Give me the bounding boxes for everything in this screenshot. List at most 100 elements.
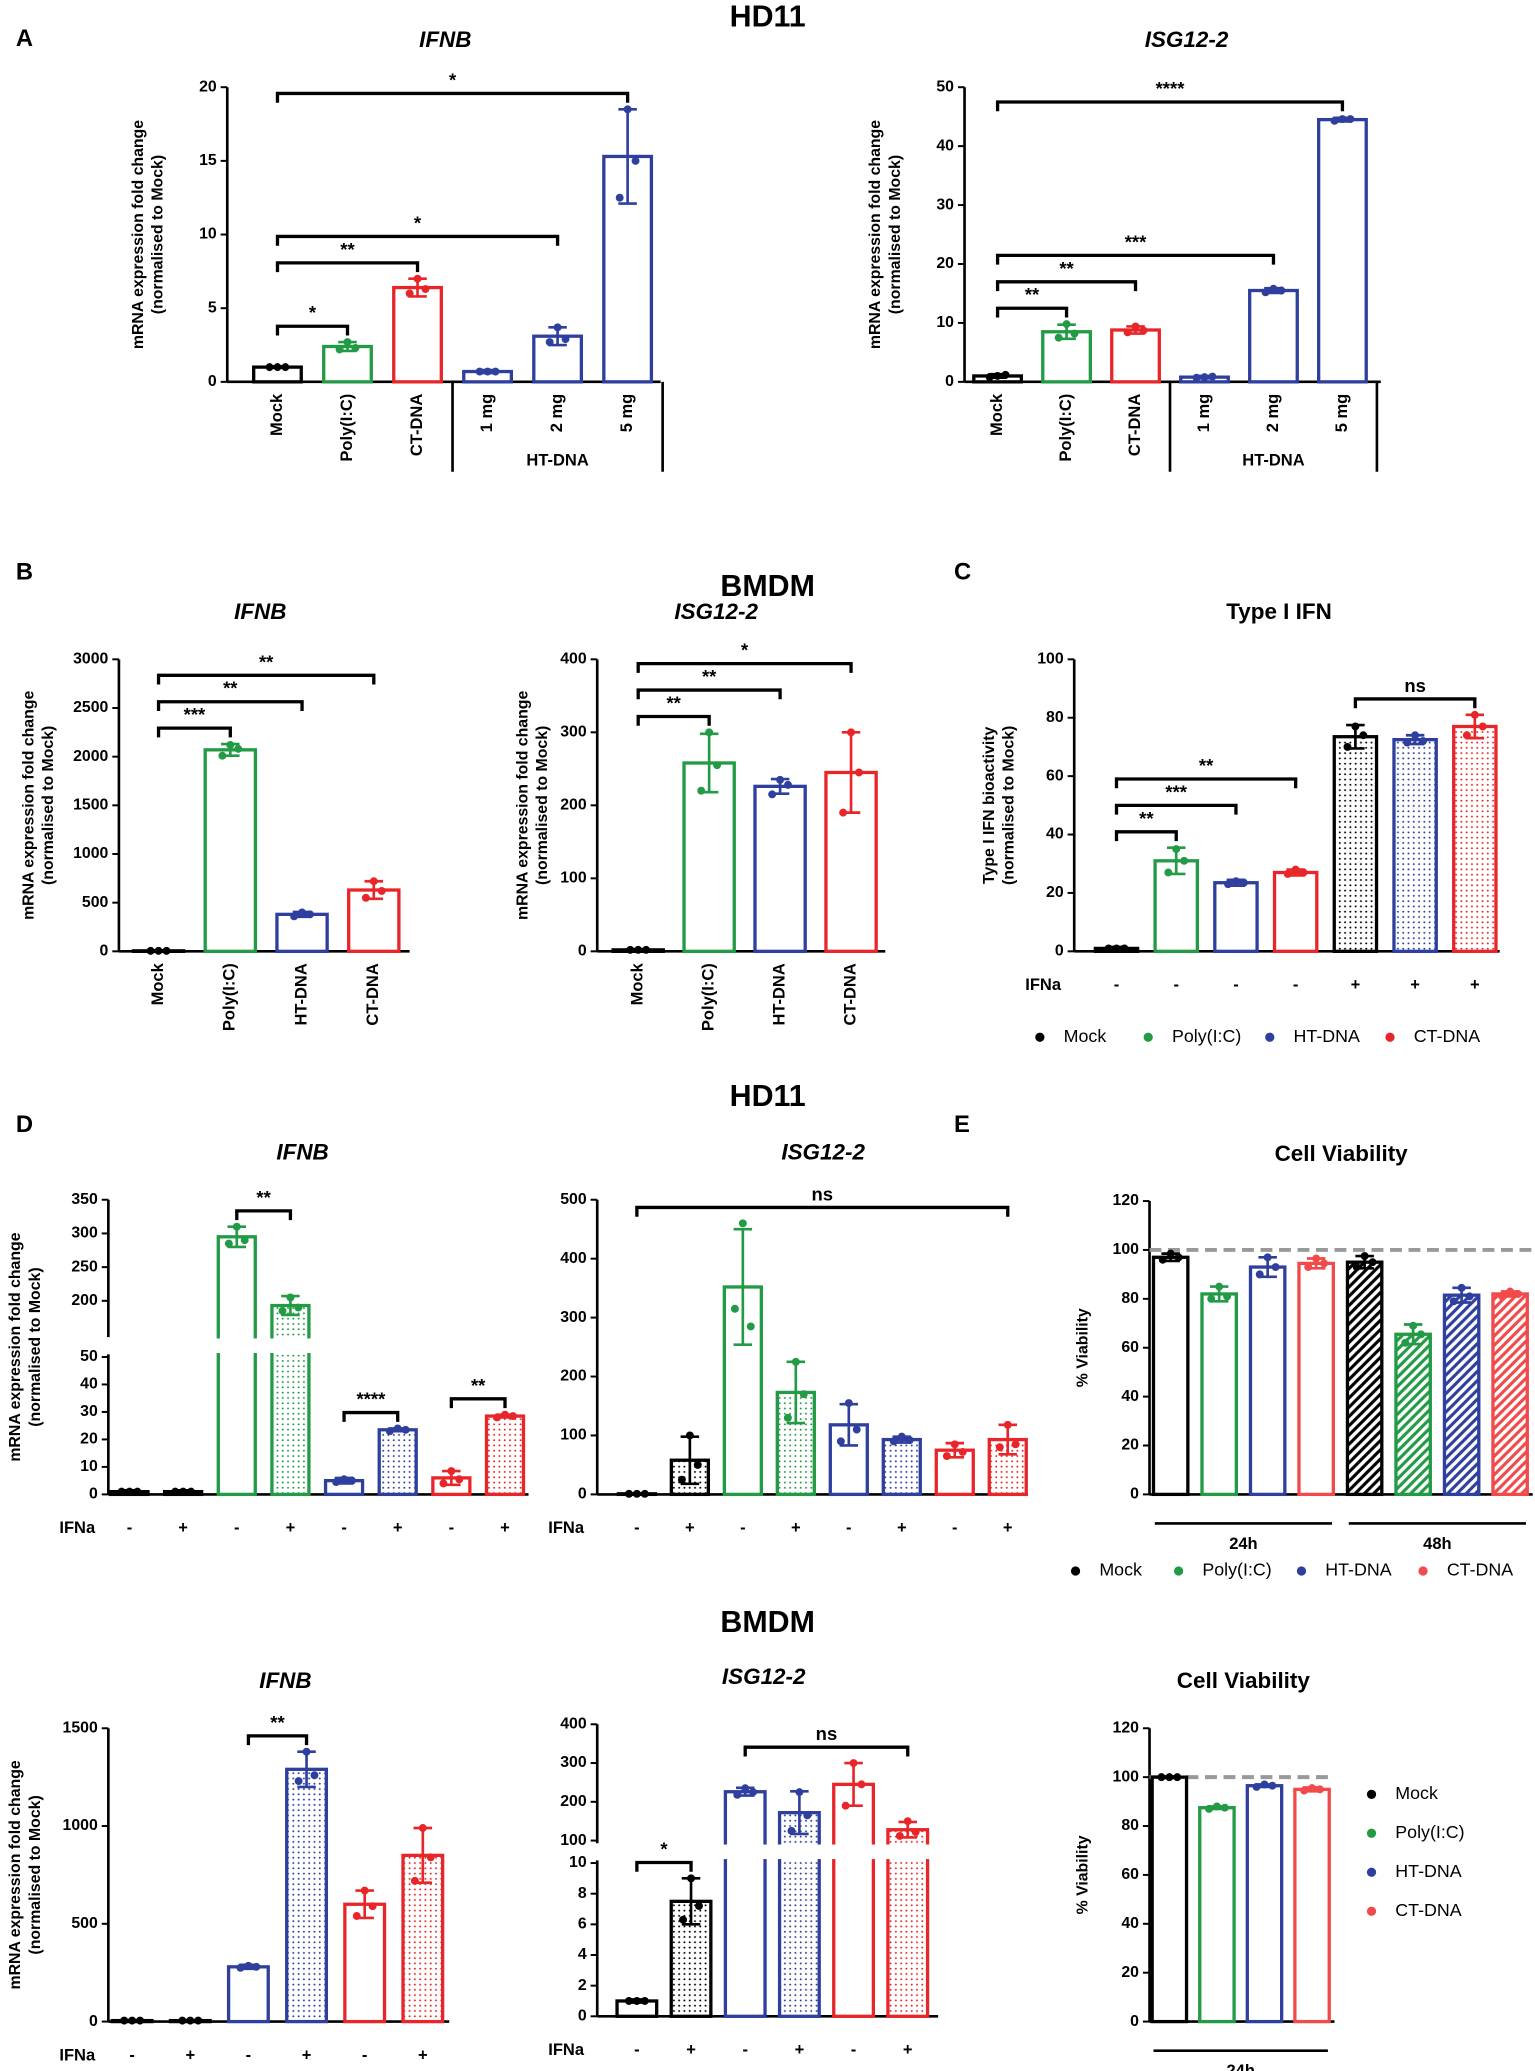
y-tick-label: 20	[1121, 1964, 1139, 1981]
data-point	[741, 1784, 750, 1793]
data-point	[1131, 322, 1140, 331]
data-point	[1164, 868, 1173, 877]
y-tick-label: 400	[560, 1715, 587, 1732]
data-point	[1157, 1773, 1166, 1782]
bar	[723, 1790, 767, 2018]
data-point	[1054, 333, 1063, 342]
y-tick-label: 1500	[73, 797, 108, 814]
data-point	[1180, 856, 1189, 865]
x-tick-label: +	[686, 2041, 696, 2059]
y-tick-label: 120	[1113, 1192, 1140, 1209]
data-point	[418, 1824, 427, 1832]
x-tick-label: -	[634, 2041, 640, 2059]
bar	[1491, 1292, 1529, 1497]
y-tick-label: 0	[578, 943, 587, 960]
data-point	[377, 887, 386, 895]
data-point	[1291, 865, 1300, 874]
data-point	[841, 1801, 850, 1810]
significance-label: ns	[812, 1183, 834, 1204]
y-axis-label: (normalised to Mock)	[40, 726, 57, 885]
y-tick-label: 300	[560, 1754, 587, 1771]
data-point	[1312, 1254, 1321, 1263]
x-tick-label: +	[302, 2046, 312, 2064]
legend-marker	[1418, 1566, 1428, 1576]
data-point	[836, 1437, 845, 1446]
x-tick-label: Poly(I:C)	[338, 394, 356, 462]
y-axis-label: mRNA expression fold change	[20, 691, 37, 920]
y-tick-label: 300	[560, 724, 587, 741]
data-point	[1200, 373, 1209, 382]
data-point	[187, 1487, 196, 1496]
data-point	[1239, 878, 1248, 887]
x-tick-label: -	[234, 1519, 240, 1537]
data-point	[1205, 1804, 1213, 1813]
x-tick-label: -	[740, 1519, 746, 1537]
x-tick-label: -	[846, 1519, 852, 1537]
x-axis-label: IFNa	[548, 2041, 585, 2059]
data-point	[310, 1771, 319, 1780]
data-point	[545, 338, 554, 347]
data-point	[351, 344, 360, 352]
data-point	[738, 1219, 747, 1228]
y-tick-label: 40	[1121, 1915, 1139, 1932]
legend-label: Poly(I:C)	[1172, 1026, 1241, 1046]
chart-title: IFNB	[234, 599, 286, 624]
data-point	[294, 1777, 303, 1786]
data-point	[1478, 722, 1487, 731]
x-tick-label: +	[185, 2046, 195, 2064]
x-tick-label: Mock	[268, 393, 286, 436]
x-tick-label: CT-DNA	[408, 394, 426, 456]
data-point	[768, 790, 777, 799]
data-point	[1255, 1270, 1264, 1279]
data-point	[298, 908, 307, 917]
data-point	[958, 1447, 967, 1456]
bar	[203, 748, 258, 953]
data-point	[1260, 1780, 1269, 1789]
y-axis-label: (normalised to Mock)	[887, 155, 904, 314]
data-point	[1271, 1263, 1280, 1272]
significance-label: **	[270, 1712, 285, 1733]
y-tick-label: 0	[89, 2013, 98, 2030]
y-tick-label: 20	[1121, 1437, 1139, 1454]
y-tick-label: 300	[560, 1309, 587, 1326]
y-axis-label: (normalised to Mock)	[534, 726, 551, 885]
significance-bracket	[635, 1860, 693, 1872]
data-point	[240, 1236, 249, 1245]
significance-bracket	[1114, 777, 1298, 789]
y-tick-label: 100	[560, 1427, 587, 1444]
section-header: BMDM	[720, 1605, 814, 1639]
data-point	[911, 1828, 920, 1837]
section-header: BMDM	[720, 569, 814, 603]
data-point	[995, 1443, 1004, 1452]
x-tick-label: -	[952, 1519, 958, 1537]
figure-body: HD11 BMDM HD11 BMDM A B C D E IFNB mRNA expression…	[7, 0, 1533, 2071]
data-point	[942, 1452, 951, 1461]
data-point	[784, 780, 792, 789]
y-tick-label: 40	[1046, 826, 1064, 843]
y-tick-label: 0	[1130, 1486, 1139, 1503]
y-tick-label: 500	[560, 1191, 587, 1208]
data-point	[679, 1915, 688, 1924]
data-point	[623, 105, 632, 114]
data-point	[1360, 1252, 1369, 1261]
data-point	[993, 371, 1002, 380]
data-point	[491, 367, 500, 376]
y-tick-label: 2	[578, 1977, 587, 1994]
y-tick-label: 40	[1121, 1388, 1139, 1405]
x-tick-label: -	[362, 2046, 368, 2064]
bar	[1153, 859, 1200, 953]
data-point	[1173, 1773, 1182, 1782]
chart-title: IFNB	[276, 1139, 328, 1164]
data-point	[624, 1489, 633, 1498]
bar	[1150, 1775, 1189, 2024]
bar	[1345, 1260, 1384, 1497]
x-tick-label: +	[178, 1519, 188, 1537]
data-point	[787, 1826, 796, 1835]
y-tick-label: 0	[578, 2007, 587, 2024]
significance-label: ns	[1404, 675, 1426, 696]
significance-bracket	[1114, 803, 1238, 815]
data-point	[615, 193, 624, 202]
data-point	[128, 2016, 137, 2025]
bar	[216, 1235, 257, 1497]
bar	[343, 1902, 387, 2024]
